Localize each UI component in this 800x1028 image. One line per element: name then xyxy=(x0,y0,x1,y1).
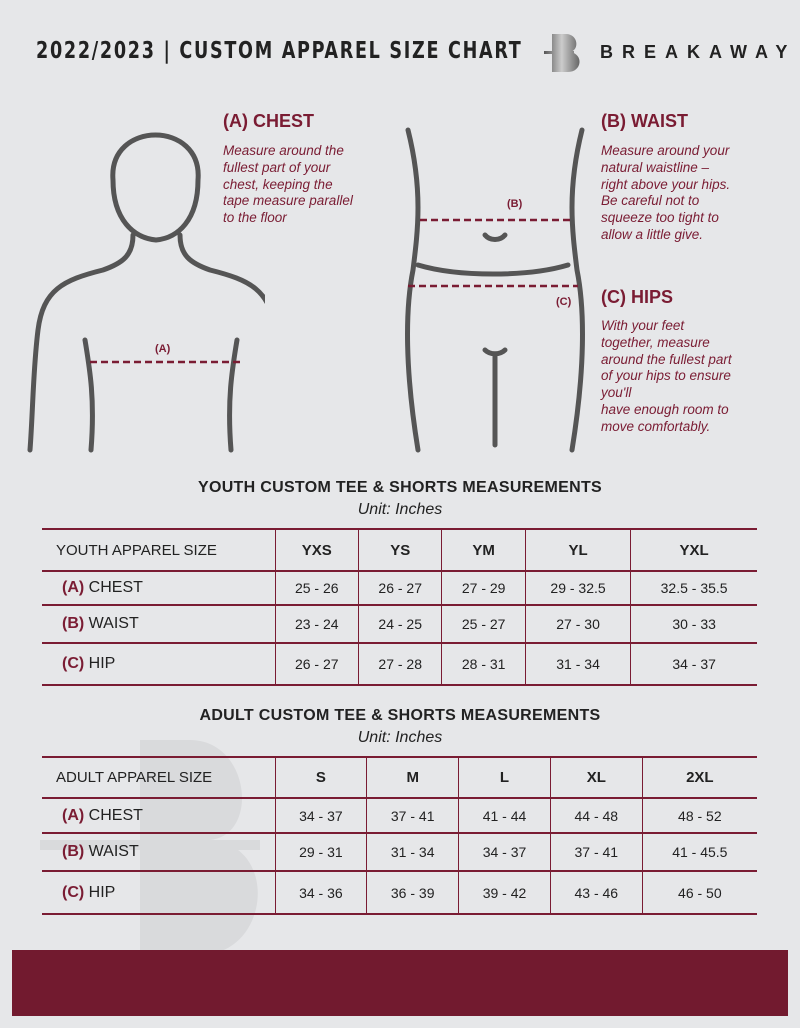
measurement-value: 43 - 46 xyxy=(549,871,643,915)
footer-bar xyxy=(12,950,788,1016)
brand-name: BREAKAWAY xyxy=(600,42,797,62)
size-column-header: XL xyxy=(549,757,643,799)
measurement-value: 41 - 44 xyxy=(458,798,551,834)
adult-size-table: ADULT APPAREL SIZE S M L XL 2XL (A) CHEST 34 - … xyxy=(42,756,757,915)
measurement-value: 44 - 48 xyxy=(549,798,643,834)
measurement-value: 34 - 37 xyxy=(458,833,551,872)
chest-title: (A) CHEST xyxy=(223,111,314,131)
measurement-value: 41 - 45.5 xyxy=(641,833,757,872)
measurement-label: (A) CHEST xyxy=(42,798,275,834)
measurement-value: 48 - 52 xyxy=(641,798,757,834)
measurement-value: 34 - 36 xyxy=(274,871,367,915)
youth-table-title: YOUTH CUSTOM TEE & SHORTS MEASUREMENTS xyxy=(197,479,603,496)
measurement-value: 29 - 32.5 xyxy=(524,571,631,606)
measurement-value: 34 - 37 xyxy=(274,798,367,834)
waist-title: (B) WAIST xyxy=(601,111,688,131)
measurement-value: 24 - 25 xyxy=(357,605,442,644)
measurement-label: (B) WAIST xyxy=(42,605,275,644)
table-row: (C) HIP 34 - 36 36 - 39 39 - 42 43 - 46 46 - … xyxy=(42,871,757,915)
size-column-header: M xyxy=(366,757,459,799)
chest-marker: (A) xyxy=(155,343,171,355)
table-row: (C) HIP 26 - 27 27 - 28 28 - 31 31 - 34 34 - … xyxy=(42,643,757,686)
measurement-value: 27 - 30 xyxy=(524,605,631,644)
measurement-value: 32.5 - 35.5 xyxy=(630,571,757,606)
measurement-value: 25 - 26 xyxy=(274,571,359,606)
hips-description: With your feet together, measure around th… xyxy=(601,318,732,434)
table-row: (A) CHEST 25 - 26 26 - 27 27 - 29 29 - 32.5 3… xyxy=(42,571,757,606)
page-title: 2022/2023 | CUSTOM APPAREL SIZE CHART xyxy=(36,38,523,64)
measurement-label: (C) HIP xyxy=(42,871,275,915)
size-header: ADULT APPAREL SIZE xyxy=(42,757,275,799)
adult-unit: Unit: Inches xyxy=(357,729,443,746)
size-column-header: 2XL xyxy=(641,757,757,799)
size-column-header: YM xyxy=(441,529,526,572)
youth-size-table: YOUTH APPAREL SIZE YXS YS YM YL YXL (A) CHEST 2… xyxy=(42,528,757,686)
adult-table-title: ADULT CUSTOM TEE & SHORTS MEASUREMENTS xyxy=(199,707,601,724)
table-row: (A) CHEST 34 - 37 37 - 41 41 - 44 44 - 48 48 … xyxy=(42,798,757,834)
measurement-label: (C) HIP xyxy=(42,643,275,686)
measurement-value: 37 - 41 xyxy=(366,798,459,834)
table-header-row: ADULT APPAREL SIZE S M L XL 2XL xyxy=(42,757,757,799)
measurement-value: 37 - 41 xyxy=(549,833,643,872)
measurement-value: 27 - 28 xyxy=(357,643,442,686)
measurement-label: (B) WAIST xyxy=(42,833,275,872)
measurement-value: 28 - 31 xyxy=(441,643,526,686)
measurement-value: 46 - 50 xyxy=(641,871,757,915)
measurement-value: 39 - 42 xyxy=(458,871,551,915)
size-column-header: YL xyxy=(524,529,631,572)
measurement-label: (A) CHEST xyxy=(42,571,275,606)
waist-marker: (B) xyxy=(507,198,523,210)
size-column-header: L xyxy=(458,757,551,799)
breakaway-logo-icon xyxy=(544,34,580,72)
measurement-value: 31 - 34 xyxy=(366,833,459,872)
size-column-header: YXS xyxy=(274,529,359,572)
table-header-row: YOUTH APPAREL SIZE YXS YS YM YL YXL xyxy=(42,529,757,572)
measurement-value: 27 - 29 xyxy=(441,571,526,606)
measurement-value: 31 - 34 xyxy=(524,643,631,686)
table-row: (B) WAIST 29 - 31 31 - 34 34 - 37 37 - 41 41 … xyxy=(42,833,757,872)
measurement-value: 34 - 37 xyxy=(630,643,757,686)
measurement-value: 29 - 31 xyxy=(274,833,367,872)
measurement-value: 25 - 27 xyxy=(441,605,526,644)
size-column-header: S xyxy=(274,757,367,799)
measurement-value: 30 - 33 xyxy=(630,605,757,644)
chest-description: Measure around the fullest part of your ch… xyxy=(223,143,353,226)
lower-body-figure xyxy=(405,127,585,453)
hips-marker: (C) xyxy=(556,296,572,308)
table-row: (B) WAIST 23 - 24 24 - 25 25 - 27 27 - 30 30 … xyxy=(42,605,757,644)
measurement-value: 36 - 39 xyxy=(366,871,459,915)
measurement-value: 26 - 27 xyxy=(274,643,359,686)
size-column-header: YS xyxy=(357,529,442,572)
hips-title: (C) HIPS xyxy=(601,287,673,307)
youth-unit: Unit: Inches xyxy=(357,501,443,518)
upper-body-figure xyxy=(27,132,265,453)
waist-description: Measure around your natural waistline – ri… xyxy=(601,143,731,242)
size-header: YOUTH APPAREL SIZE xyxy=(42,529,275,572)
measurement-value: 26 - 27 xyxy=(357,571,442,606)
size-column-header: YXL xyxy=(630,529,757,572)
measurement-value: 23 - 24 xyxy=(274,605,359,644)
